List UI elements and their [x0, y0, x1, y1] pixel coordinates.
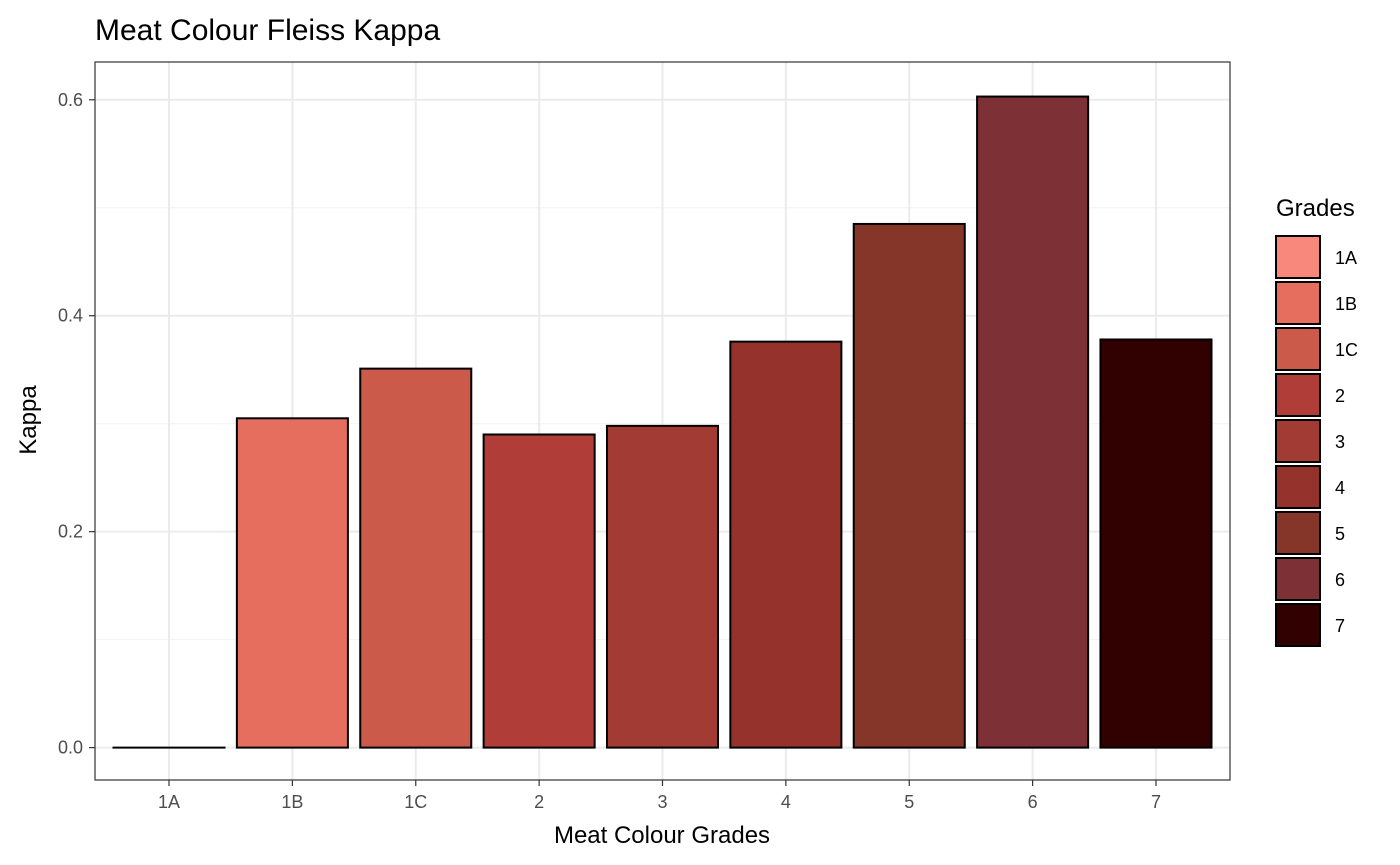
bars — [112, 95, 1213, 749]
x-axis: 1A 1B 1C 2 3 4 5 6 7 — [158, 780, 1161, 812]
x-tick-label: 5 — [904, 792, 914, 812]
x-tick-label: 7 — [1151, 792, 1161, 812]
x-tick-label: 1A — [158, 792, 180, 812]
legend-label-2: 2 — [1335, 386, 1345, 406]
legend-title: Grades — [1276, 195, 1355, 222]
legend-label-1A: 1A — [1335, 248, 1357, 268]
legend-label-5: 5 — [1335, 524, 1345, 544]
bar-1B — [235, 417, 349, 749]
legend: Grades 1A 1B 1C 2 3 4 5 6 7 — [1275, 195, 1358, 647]
y-tick-label: 0.6 — [58, 90, 83, 110]
bar-2 — [482, 433, 596, 749]
y-tick-label: 0.4 — [58, 306, 83, 326]
legend-label-1C: 1C — [1335, 340, 1358, 360]
legend-label-4: 4 — [1335, 478, 1345, 498]
x-tick-label: 6 — [1028, 792, 1038, 812]
bar-6 — [976, 95, 1090, 749]
y-tick-label: 0.2 — [58, 522, 83, 542]
legend-swatch-1C — [1275, 327, 1321, 371]
legend-label-3: 3 — [1335, 432, 1345, 452]
bar-7 — [1099, 338, 1213, 749]
bar-1C — [359, 367, 473, 749]
legend-swatch-7 — [1275, 603, 1321, 647]
legend-label-6: 6 — [1335, 570, 1345, 590]
x-tick-label: 4 — [781, 792, 791, 812]
y-tick-label: 0.0 — [58, 738, 83, 758]
x-tick-label: 1C — [404, 792, 427, 812]
legend-swatch-5 — [1275, 511, 1321, 555]
legend-label-7: 7 — [1335, 616, 1345, 636]
x-tick-label: 1B — [281, 792, 303, 812]
legend-swatch-1B — [1275, 281, 1321, 325]
legend-swatch-1A — [1275, 235, 1321, 279]
legend-swatch-6 — [1275, 557, 1321, 601]
legend-swatch-3 — [1275, 419, 1321, 463]
x-axis-title: Meat Colour Grades — [554, 822, 770, 849]
legend-label-1B: 1B — [1335, 294, 1357, 314]
bar-4 — [729, 340, 843, 749]
chart-title: Meat Colour Fleiss Kappa — [95, 14, 440, 47]
y-axis: 0.0 0.2 0.4 0.6 — [58, 90, 95, 758]
bar-5 — [852, 222, 966, 749]
x-tick-label: 2 — [534, 792, 544, 812]
y-axis-title: Kappa — [15, 385, 42, 455]
x-tick-label: 3 — [657, 792, 667, 812]
legend-swatch-4 — [1275, 465, 1321, 509]
bar-3 — [605, 424, 720, 749]
legend-swatch-2 — [1275, 373, 1321, 417]
